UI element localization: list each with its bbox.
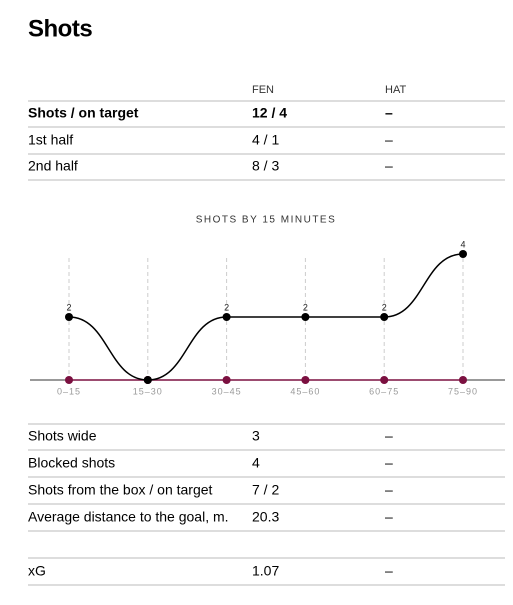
x-tick-label: 30–45 <box>212 386 242 396</box>
column-header: HAT <box>385 84 406 96</box>
data-label: 4 <box>460 239 465 249</box>
cell-value: 4 / 1 <box>252 132 279 148</box>
x-tick-label: 45–60 <box>290 386 320 396</box>
cell-value: – <box>385 428 393 444</box>
row-label: Shots from the box / on target <box>28 482 213 498</box>
cell-value: 4 <box>252 455 260 471</box>
cell-value: 20.3 <box>252 509 279 525</box>
row-label: Shots wide <box>28 428 97 444</box>
cell-value: 1.07 <box>252 563 279 579</box>
cell-value: 3 <box>252 428 260 444</box>
x-tick-label: 75–90 <box>448 386 478 396</box>
cell-value: – <box>385 132 393 148</box>
cell-value: – <box>385 455 393 471</box>
row-label: xG <box>28 563 46 579</box>
x-tick-label: 0–15 <box>57 386 81 396</box>
data-label: 2 <box>382 302 387 312</box>
cell-value: 12 / 4 <box>252 105 287 121</box>
cell-value: – <box>385 105 393 121</box>
data-point <box>459 376 467 384</box>
data-point <box>301 313 310 321</box>
data-point <box>459 250 467 258</box>
data-label: 2 <box>224 302 229 312</box>
row-label: Blocked shots <box>28 455 115 471</box>
data-point <box>65 376 73 384</box>
row-label: Average distance to the goal, m. <box>28 509 229 525</box>
data-point <box>380 313 389 321</box>
title: Shots <box>28 15 92 42</box>
x-tick-label: 60–75 <box>369 386 399 396</box>
chart-title: SHOTS BY 15 MINUTES <box>196 215 337 226</box>
data-point <box>301 376 310 384</box>
cell-value: – <box>385 509 393 525</box>
cell-value: – <box>385 158 393 174</box>
data-label: 2 <box>303 302 308 312</box>
cell-value: 7 / 2 <box>252 482 279 498</box>
row-label: Shots / on target <box>28 105 139 121</box>
data-point <box>222 376 231 384</box>
data-point <box>222 313 231 321</box>
series-line <box>68 253 464 381</box>
data-point <box>65 313 73 321</box>
cell-value: – <box>385 563 393 579</box>
data-label: 2 <box>66 302 71 312</box>
cell-value: 8 / 3 <box>252 158 279 174</box>
row-label: 1st half <box>28 132 73 148</box>
x-tick-label: 15–30 <box>133 386 163 396</box>
data-point <box>143 376 152 384</box>
data-point <box>380 376 389 384</box>
cell-value: – <box>385 482 393 498</box>
row-label: 2nd half <box>28 158 78 174</box>
column-header: FEN <box>252 84 274 96</box>
